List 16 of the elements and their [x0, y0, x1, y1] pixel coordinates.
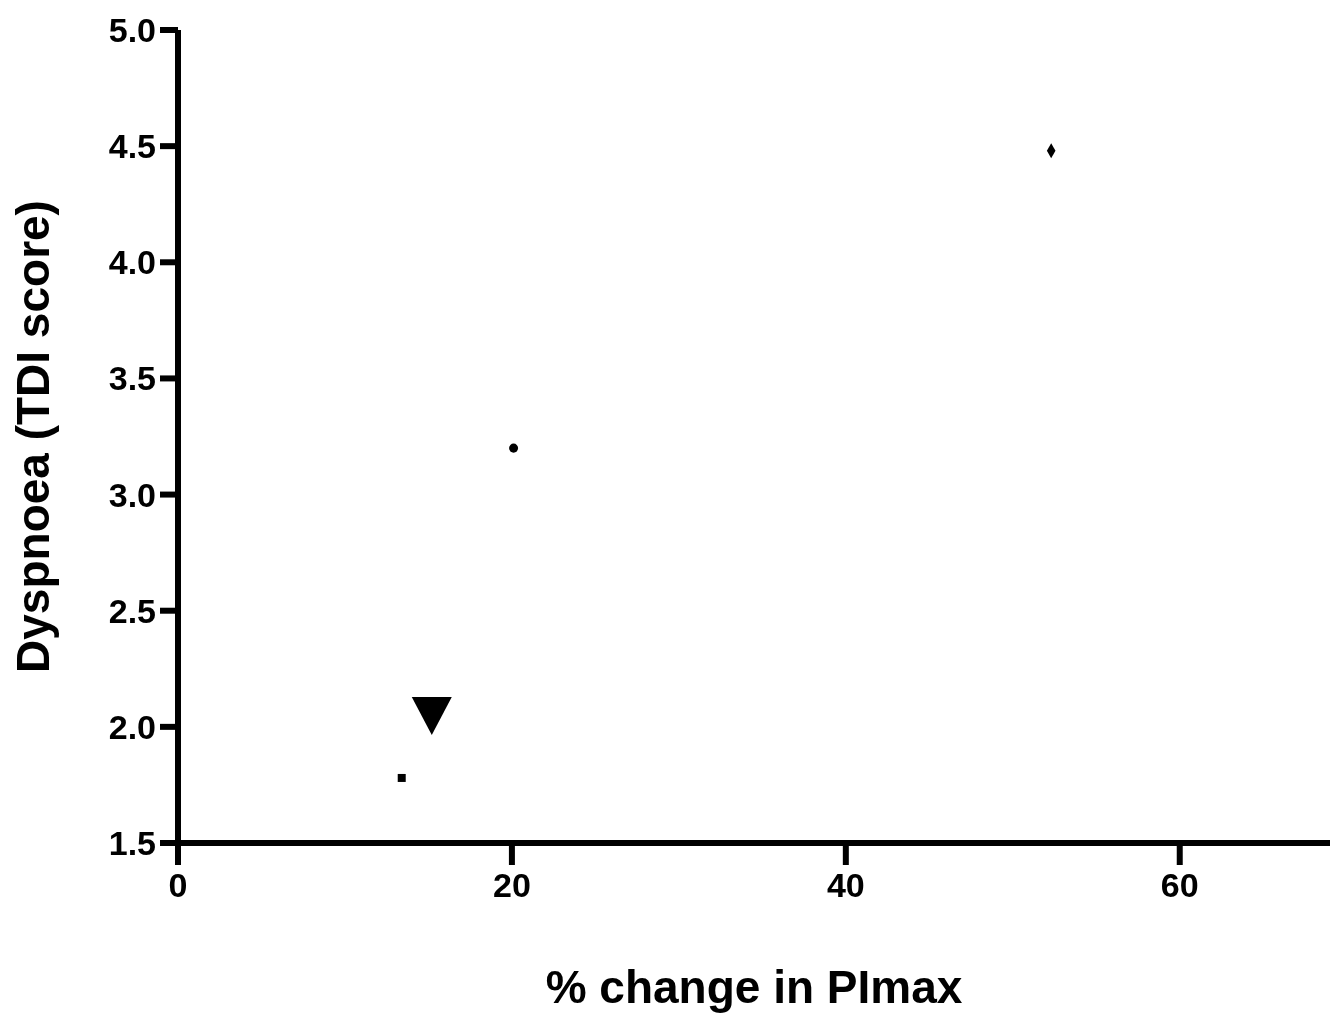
y-tick-label: 2.0 [108, 707, 156, 746]
x-tick-label: 0 [168, 866, 188, 905]
x-tick-label: 40 [826, 866, 865, 905]
y-tick-label: 3.0 [108, 475, 156, 514]
y-tick-label: 4.5 [108, 127, 156, 166]
point [509, 443, 519, 453]
y-tick-label: 2.5 [108, 591, 156, 630]
y-axis-title: Dyspnoea (TDI score) [7, 200, 60, 673]
y-tick-label: 1.5 [108, 824, 156, 863]
x-axis-title: % change in PImax [545, 961, 963, 1013]
x-tick-label: 60 [1160, 866, 1199, 905]
y-tick-label: 4.0 [108, 243, 156, 282]
y-tick-label: 3.5 [108, 359, 156, 398]
y-tick-label: 5.0 [108, 11, 156, 50]
point [397, 773, 406, 782]
x-tick-label: 20 [493, 866, 531, 905]
